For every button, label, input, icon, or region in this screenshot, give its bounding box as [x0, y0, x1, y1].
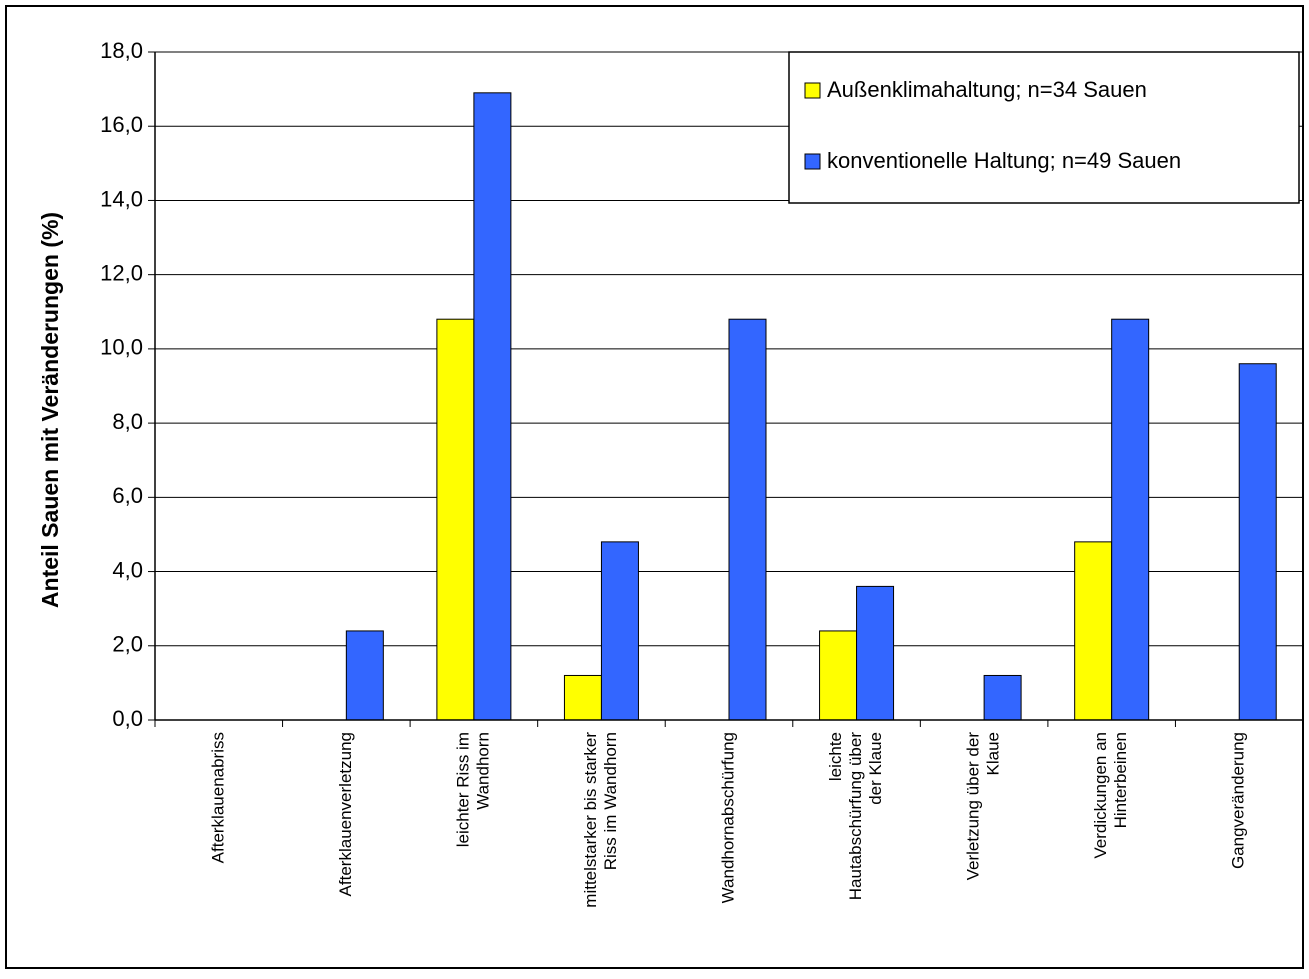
bar — [345, 630, 384, 721]
x-category-labels: Afterklauenabriss Afterklauenverletzung le… — [208, 732, 1247, 908]
legend-swatch — [804, 82, 821, 99]
x-category-label: Verletzung über der — [964, 732, 983, 881]
x-category-label: Wandhorn — [473, 732, 492, 810]
y-tick-label: 14,0 — [100, 186, 143, 211]
x-category-label: Hinterbeinen — [1111, 732, 1130, 828]
x-category-label: Afterklauenabriss — [208, 732, 227, 863]
y-tick-label: 12,0 — [100, 260, 143, 285]
bar — [1074, 541, 1113, 721]
x-category-label: Wandhornabschürfung — [718, 732, 737, 903]
legend-box — [788, 51, 1300, 204]
y-tick-label: 6,0 — [112, 483, 143, 508]
legend-swatch — [804, 153, 821, 170]
x-category-label: leichte — [826, 732, 845, 781]
bar — [473, 92, 512, 721]
x-category-label: Verdickungen an — [1091, 732, 1110, 859]
legend: Außenklimahaltung; n=34 Sauen konventione… — [788, 51, 1300, 204]
x-category-label: Hautabschürfung über — [846, 732, 865, 901]
y-tick-label: 18,0 — [100, 38, 143, 63]
legend-label: Außenklimahaltung; n=34 Sauen — [827, 77, 1147, 102]
legend-label: konventionelle Haltung; n=49 Sauen — [827, 148, 1181, 173]
bar — [728, 318, 767, 721]
x-category-label: leichter Riss im — [453, 732, 472, 847]
x-category-label: Afterklauenverletzung — [336, 732, 355, 896]
y-tick-label: 4,0 — [112, 557, 143, 582]
y-axis-label: Anteil Sauen mit Veränderungen (%) — [37, 212, 63, 608]
bar — [600, 541, 639, 721]
bar — [1111, 318, 1150, 721]
y-tick-label: 10,0 — [100, 335, 143, 360]
y-tick-label: 16,0 — [100, 112, 143, 137]
x-category-label: mittelstarker bis starker — [581, 732, 600, 908]
y-tick-label: 0,0 — [112, 706, 143, 731]
x-category-label: Klaue — [984, 732, 1003, 775]
y-tick-label: 2,0 — [112, 632, 143, 657]
bar — [856, 585, 895, 721]
bar — [436, 318, 475, 721]
axes — [148, 51, 1304, 727]
y-tick-labels: 0,0 2,0 4,0 6,0 8,0 10,0 12,0 14,0 16,0 18,0 — [100, 38, 143, 731]
bar — [563, 674, 602, 721]
bar — [983, 674, 1022, 721]
x-category-label: der Klaue — [866, 732, 885, 805]
bar — [1238, 363, 1277, 721]
bars — [345, 92, 1277, 721]
bar — [819, 630, 858, 721]
x-category-label: Gangveränderung — [1229, 732, 1248, 869]
x-category-label: Riss im Wandhorn — [601, 732, 620, 870]
y-tick-label: 8,0 — [112, 409, 143, 434]
